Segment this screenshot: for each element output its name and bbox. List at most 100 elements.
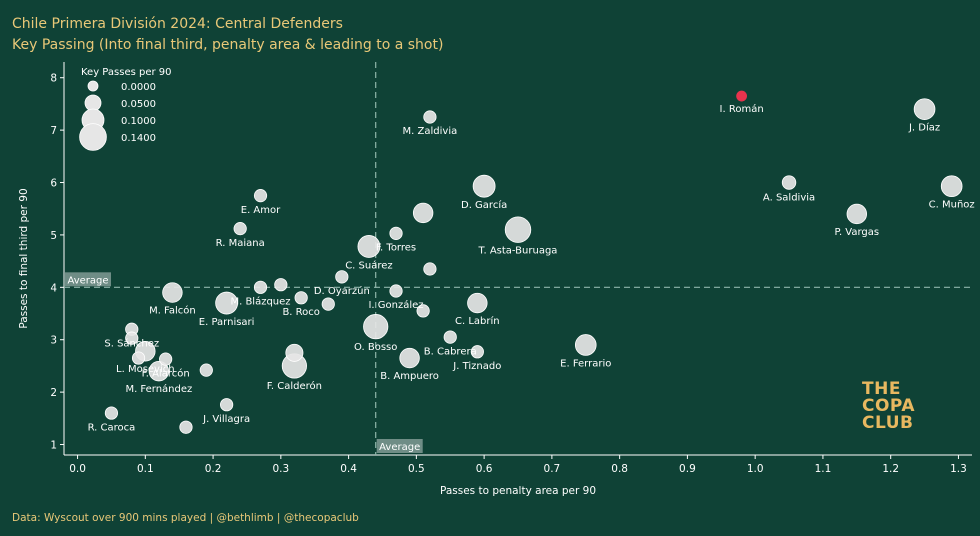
- legend-marker: [87, 80, 99, 92]
- point-label: T. Asta-Buruaga: [478, 245, 558, 256]
- point-label: C. Suárez: [345, 259, 392, 271]
- point-label: M. Fernández: [125, 383, 192, 395]
- data-point: [220, 398, 234, 412]
- point-label: M. Blázquez: [230, 296, 290, 308]
- x-tick-label: 0.0: [69, 463, 86, 475]
- data-point: [179, 420, 193, 434]
- data-point: [846, 203, 868, 225]
- point-label: A. Saldivia: [763, 192, 815, 203]
- point-label: O. Bosso: [354, 342, 397, 353]
- x-tick-label: 0.6: [476, 463, 493, 475]
- data-point: [389, 226, 403, 240]
- legend: Key Passes per 90 0.0000 0.0500 0.1000 0.140…: [79, 67, 172, 151]
- point-label: F. Torres: [376, 243, 416, 254]
- point-label: R. Maiana: [216, 238, 265, 249]
- average-lines: Average Average: [64, 62, 972, 455]
- y-tick-label: 3: [50, 335, 57, 347]
- data-point: [781, 175, 797, 190]
- x-tick-label: 1.1: [815, 463, 832, 475]
- x-tick-label: 0.3: [272, 463, 289, 475]
- x-tick-label: 0.5: [408, 463, 425, 475]
- point-label: R. Caroca: [88, 422, 136, 433]
- y-tick-label: 4: [50, 282, 57, 294]
- chart-subtitle: Key Passing (Into final third, penalty a…: [12, 37, 444, 53]
- data-point: [470, 345, 484, 359]
- data-point: [412, 202, 434, 224]
- x-tick-label: 0.9: [679, 463, 696, 475]
- point-label: L. Mosevich: [116, 364, 175, 375]
- y-tick-label: 5: [50, 230, 57, 242]
- point-label: F. Alarcón: [142, 367, 190, 379]
- data-point: [162, 282, 183, 303]
- data-point: [467, 292, 488, 314]
- legend-marker: [79, 123, 107, 151]
- x-tick-label: 1.0: [747, 463, 764, 475]
- x-tick-label: 0.7: [544, 463, 561, 475]
- data-source-footer: Data: Wyscout over 900 mins played | @be…: [12, 512, 359, 524]
- data-point: [443, 330, 457, 344]
- x-tick-label: 0.8: [611, 463, 628, 475]
- point-label: M. Falcón: [149, 304, 196, 316]
- x-tick-label: 1.2: [882, 463, 899, 475]
- point-label: D. Oyarzún: [314, 285, 370, 297]
- data-point: [125, 331, 139, 345]
- point-label: M. Zaldivia: [403, 126, 458, 137]
- data-point: [357, 235, 381, 258]
- point-label: B. Roco: [282, 307, 319, 318]
- y-axis-label: Passes to final third per 90: [18, 188, 30, 328]
- x-tick-label: 0.1: [137, 463, 154, 475]
- data-point: [423, 110, 437, 124]
- chart-title: Chile Primera División 2024: Central Def…: [12, 16, 343, 32]
- point-label: J. Díaz: [908, 122, 940, 134]
- x-axis-label: Passes to penalty area per 90: [440, 485, 596, 497]
- y-tick-label: 6: [50, 178, 57, 190]
- data-point: [399, 347, 420, 369]
- axes: 0.0 0.1 0.2 0.3 0.4 0.5 0.6 0.7 0.8 0.9 1.0 1.1 1.2 1…: [18, 62, 972, 497]
- point-label: B. Ampuero: [380, 371, 439, 382]
- data-point: [416, 304, 430, 318]
- data-point: [504, 216, 532, 243]
- point-label: E. Amor: [241, 205, 281, 216]
- data-point: [104, 406, 119, 420]
- point-label: J. Tiznado: [452, 361, 501, 372]
- data-point: [199, 363, 213, 377]
- data-point: [148, 360, 170, 382]
- x-tick-label: 1.3: [950, 463, 967, 475]
- data-point: [940, 175, 963, 197]
- legend-entry: 0.1400: [121, 133, 156, 144]
- data-point: [472, 174, 496, 198]
- y-tick-label: 7: [50, 125, 57, 137]
- point-label: B. Cabrera: [424, 346, 477, 357]
- x-tick-label: 0.4: [340, 463, 357, 475]
- data-point: [321, 297, 335, 311]
- data-point: [363, 314, 389, 340]
- x-tick-label: 0.2: [205, 463, 222, 475]
- data-point: [274, 278, 288, 292]
- point-label: I. González: [368, 299, 423, 311]
- data-point: [253, 189, 268, 203]
- data-point: [574, 334, 597, 356]
- y-tick-label: 8: [50, 73, 57, 85]
- point-label: C. Muñoz: [929, 200, 975, 211]
- data-point: [423, 262, 437, 276]
- point-label: E. Ferrario: [560, 358, 611, 369]
- points: [104, 90, 963, 434]
- copa-club-logo: THE COPA CLUB: [862, 379, 915, 433]
- data-point: [913, 98, 936, 120]
- legend-marker: [84, 94, 102, 112]
- data-point: [736, 90, 748, 102]
- data-point: [285, 343, 304, 362]
- legend-entry: 0.0500: [121, 99, 156, 110]
- point-label: C. Labrín: [455, 315, 500, 327]
- point-label: E. Parnisari: [199, 317, 255, 328]
- data-point: [159, 352, 173, 366]
- data-point: [131, 351, 146, 365]
- legend-title: Key Passes per 90: [81, 67, 172, 78]
- point-label: F. Calderón: [267, 380, 322, 392]
- data-point: [294, 291, 308, 305]
- legend-entry: 0.0000: [121, 82, 156, 93]
- x-average-label: Average: [379, 442, 420, 453]
- point-label: I. Román: [720, 103, 764, 115]
- data-point: [335, 270, 349, 284]
- legend-entry: 0.1000: [121, 116, 156, 127]
